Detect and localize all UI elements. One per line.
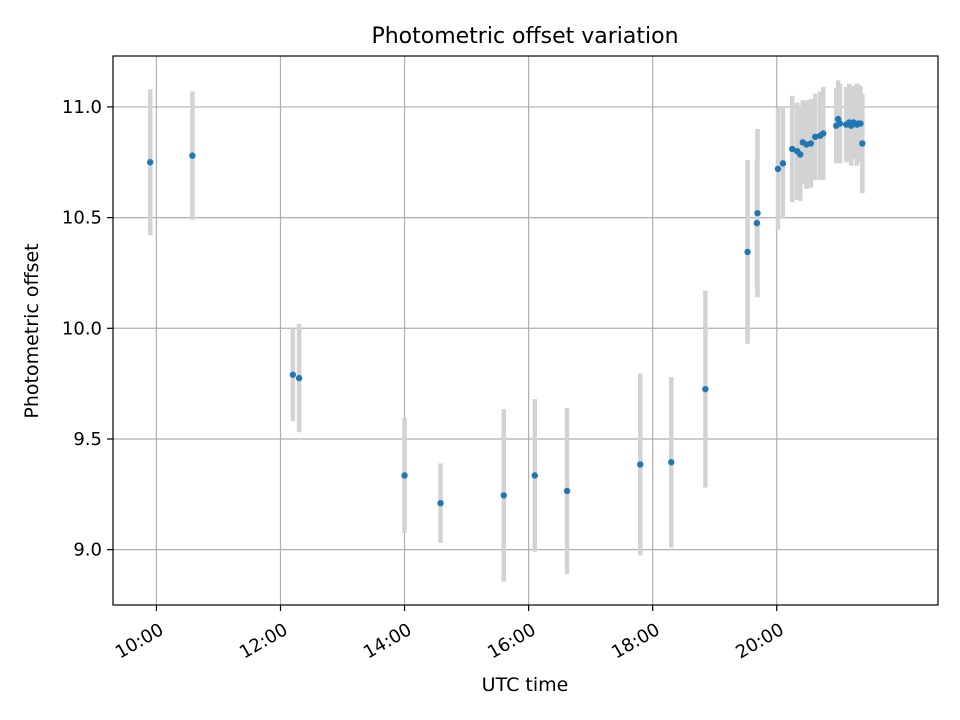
x-axis-label: UTC time <box>482 674 569 696</box>
data-point <box>820 130 827 137</box>
data-point <box>295 374 303 382</box>
data-point <box>779 160 787 167</box>
data-point <box>289 371 297 378</box>
plot-frame <box>112 55 939 606</box>
data-point <box>637 461 644 468</box>
data-point <box>857 120 864 127</box>
data-point <box>797 151 804 158</box>
data-point <box>147 159 154 166</box>
data-point <box>563 487 571 495</box>
data-point <box>789 145 796 153</box>
data-point <box>744 248 751 256</box>
data-point <box>531 472 539 479</box>
data-point <box>754 209 761 217</box>
y-tick-label: 9.5 <box>73 429 102 450</box>
data-point <box>500 492 507 499</box>
y-tick-label: 10.0 <box>62 318 102 339</box>
data-point <box>702 385 709 393</box>
data-point <box>859 140 866 147</box>
y-tick-label: 10.5 <box>62 208 102 229</box>
data-point <box>437 499 444 507</box>
data-point <box>189 152 196 159</box>
y-tick-label: 11.0 <box>62 97 102 118</box>
data-point <box>401 472 408 479</box>
data-point <box>836 120 844 127</box>
data-point <box>668 459 675 466</box>
data-point <box>753 219 761 227</box>
y-axis-label: Photometric offset <box>21 243 43 418</box>
data-point <box>807 140 815 147</box>
y-tick-label: 9.0 <box>73 540 102 561</box>
grid-lines <box>113 56 938 605</box>
data-point <box>774 165 782 173</box>
data-points <box>147 115 866 507</box>
chart-title: Photometric offset variation <box>371 24 678 49</box>
data-point <box>811 133 819 141</box>
y-axis-ticks: 9.0 9.5 10.0 10.5 11.0 <box>62 97 113 561</box>
